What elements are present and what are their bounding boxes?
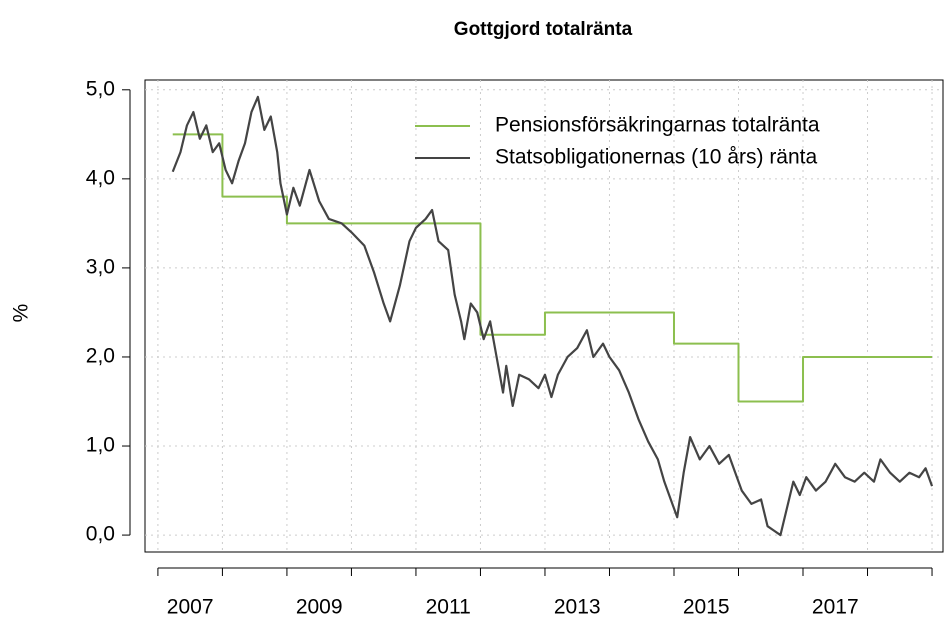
x-tick-label: 2009 bbox=[296, 596, 343, 619]
legend-label: Pensionsförsäkringarnas totalränta bbox=[495, 114, 820, 137]
y-tick-label: 0,0 bbox=[86, 523, 115, 546]
y-tick-label: 3,0 bbox=[86, 255, 115, 278]
chart-title: Gottgjord totalränta bbox=[454, 19, 633, 40]
series-line bbox=[172, 133, 933, 403]
plot-frame bbox=[144, 79, 944, 553]
y-tick-label: 5,0 bbox=[86, 77, 115, 100]
x-tick-label: 2011 bbox=[426, 596, 471, 619]
y-tick-label: 1,0 bbox=[86, 434, 115, 457]
series-line bbox=[171, 95, 934, 537]
y-tick-label: 2,0 bbox=[86, 345, 115, 368]
legend-label: Statsobligationernas (10 års) ränta bbox=[495, 146, 817, 169]
y-axis-label: % bbox=[10, 304, 33, 323]
y-tick-label: 4,0 bbox=[86, 166, 115, 189]
x-tick-label: 2017 bbox=[812, 596, 859, 619]
x-tick-label: 2015 bbox=[683, 596, 730, 619]
x-tick-label: 2013 bbox=[554, 596, 601, 619]
x-tick-label: 2007 bbox=[167, 596, 214, 619]
